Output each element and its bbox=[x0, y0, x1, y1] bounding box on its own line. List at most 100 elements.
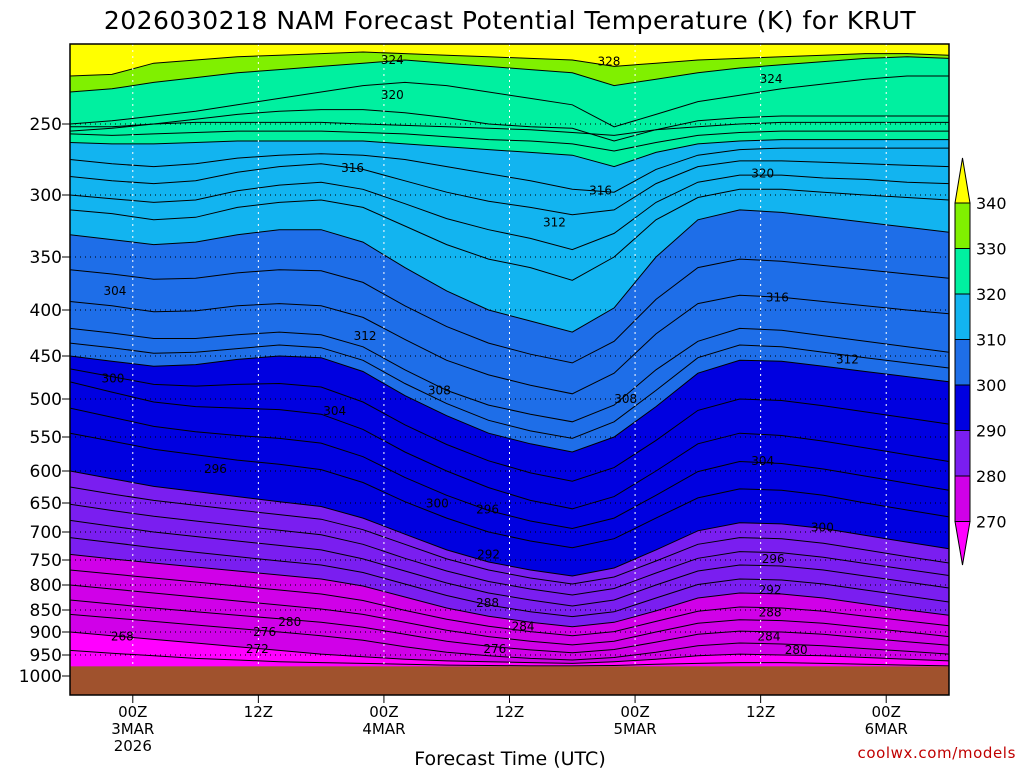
colorbar-label: 320 bbox=[976, 285, 1007, 304]
contour-label: 320 bbox=[381, 88, 404, 102]
colorbar-segment bbox=[954, 202, 971, 249]
contour-label: 300 bbox=[811, 520, 834, 534]
contour-label: 296 bbox=[762, 552, 785, 566]
x-tick-label: 5MAR bbox=[613, 720, 656, 738]
contour-label: 300 bbox=[101, 371, 124, 385]
colorbar-segment bbox=[954, 475, 971, 522]
y-tick-label: 250 bbox=[30, 115, 62, 135]
contour-label: 268 bbox=[111, 630, 134, 644]
y-tick-label: 600 bbox=[30, 462, 62, 482]
y-tick-label: 900 bbox=[30, 623, 62, 643]
y-tick-label: 350 bbox=[30, 248, 62, 268]
y-tick-label: 500 bbox=[30, 390, 62, 410]
contour-label: 292 bbox=[759, 583, 782, 597]
colorbar-label: 280 bbox=[976, 467, 1007, 486]
colorbar-label: 300 bbox=[976, 376, 1007, 395]
contour-label: 276 bbox=[483, 642, 506, 656]
colorbar-cap-bottom bbox=[954, 521, 971, 566]
colorbar-segment bbox=[954, 293, 971, 340]
colorbar-label: 330 bbox=[976, 240, 1007, 259]
y-tick-label: 850 bbox=[30, 601, 62, 621]
colorbar-label: 310 bbox=[976, 331, 1007, 350]
colorbar-segment bbox=[954, 248, 971, 295]
x-tick-label: 3MAR bbox=[111, 720, 154, 738]
isentrope-274 bbox=[70, 599, 949, 654]
contour-label: 280 bbox=[785, 643, 808, 657]
isentrope-314 bbox=[70, 174, 949, 251]
contour-label: 324 bbox=[760, 72, 783, 86]
x-tick-label: 00Z bbox=[369, 703, 398, 721]
contour-label: 304 bbox=[104, 284, 127, 298]
contour-label: 284 bbox=[512, 620, 535, 634]
x-tick-label: 00Z bbox=[620, 703, 649, 721]
x-tick-label: 00Z bbox=[872, 703, 901, 721]
contour-label: 276 bbox=[253, 625, 276, 639]
isentrope-320 bbox=[70, 139, 949, 168]
isentrope-294 bbox=[70, 407, 949, 530]
contour-label: 304 bbox=[751, 454, 774, 468]
contour-label: 308 bbox=[428, 383, 451, 397]
y-tick-label: 550 bbox=[30, 428, 62, 448]
contour-label: 308 bbox=[614, 392, 637, 406]
colorbar-segment bbox=[954, 339, 971, 386]
colorbar-label: 270 bbox=[976, 513, 1007, 532]
contour-label: 320 bbox=[751, 167, 774, 181]
colorbar-label: 290 bbox=[976, 422, 1007, 441]
contour-label: 288 bbox=[759, 606, 782, 620]
y-tick-label: 400 bbox=[30, 301, 62, 321]
contour-label: 324 bbox=[381, 53, 404, 67]
isentrope-300 bbox=[70, 355, 949, 453]
y-tick-label: 750 bbox=[30, 551, 62, 571]
contour-labels: 324 328 324 320 316 320 316 312 304 316 312 312 300 3… bbox=[101, 53, 858, 657]
colorbar-label: 340 bbox=[976, 194, 1007, 213]
colorbar-segment bbox=[954, 430, 971, 477]
colorbar-segment bbox=[954, 384, 971, 431]
contour-label: 316 bbox=[589, 184, 612, 198]
contour-label: 316 bbox=[766, 290, 789, 304]
y-tick-label: 300 bbox=[30, 186, 62, 206]
contour-label: 288 bbox=[476, 596, 499, 610]
isentrope-268 bbox=[70, 649, 949, 667]
x-tick-label: 2026 bbox=[114, 737, 152, 755]
x-tick-label: 00Z bbox=[118, 703, 147, 721]
x-axis-label: Forecast Time (UTC) bbox=[414, 748, 605, 768]
contour-label: 316 bbox=[341, 161, 364, 175]
credit-text: coolwx.com/models bbox=[858, 744, 1017, 762]
plot-area: 324 328 324 320 316 320 316 312 304 316 312 312 300 3… bbox=[70, 44, 949, 695]
contour-label: 272 bbox=[246, 642, 269, 656]
isentrope-298 bbox=[70, 368, 949, 482]
contour-label: 328 bbox=[597, 55, 620, 69]
isentrope-278 bbox=[70, 569, 949, 637]
colorbar-cap-top bbox=[954, 157, 971, 204]
isentrope-304 bbox=[70, 327, 949, 423]
isentrope-312 bbox=[70, 188, 949, 281]
contour-label: 312 bbox=[543, 215, 566, 229]
contour-label: 300 bbox=[426, 497, 449, 511]
y-tick-label: 700 bbox=[30, 523, 62, 543]
ground-fill bbox=[70, 666, 949, 695]
x-tick-label: 12Z bbox=[244, 703, 273, 721]
chart-title: 2026030218 NAM Forecast Potential Temper… bbox=[104, 6, 917, 35]
color-bands bbox=[70, 44, 949, 695]
y-tick-label: 450 bbox=[30, 347, 62, 367]
x-tick-label: 12Z bbox=[746, 703, 775, 721]
y-tick-label: 950 bbox=[30, 646, 62, 666]
isentrope-302 bbox=[70, 342, 949, 439]
contour-label: 292 bbox=[477, 547, 500, 561]
contour-label: 280 bbox=[278, 615, 301, 629]
contour-label: 312 bbox=[836, 352, 859, 366]
contour-label: 312 bbox=[354, 329, 377, 343]
isentrope-308 bbox=[70, 258, 949, 364]
y-tick-label: 650 bbox=[30, 494, 62, 514]
isentrope-280 bbox=[70, 553, 949, 628]
y-tick-label: 800 bbox=[30, 576, 62, 596]
grid-lines bbox=[70, 44, 949, 695]
contour-label: 296 bbox=[204, 462, 227, 476]
x-tick-label: 4MAR bbox=[362, 720, 405, 738]
y-axis: 2503003504004505005506006507007508008509… bbox=[19, 115, 70, 687]
isentrope-328 bbox=[70, 75, 949, 128]
y-tick-label: 1000 bbox=[19, 667, 62, 687]
isentrope-326 bbox=[70, 109, 949, 142]
